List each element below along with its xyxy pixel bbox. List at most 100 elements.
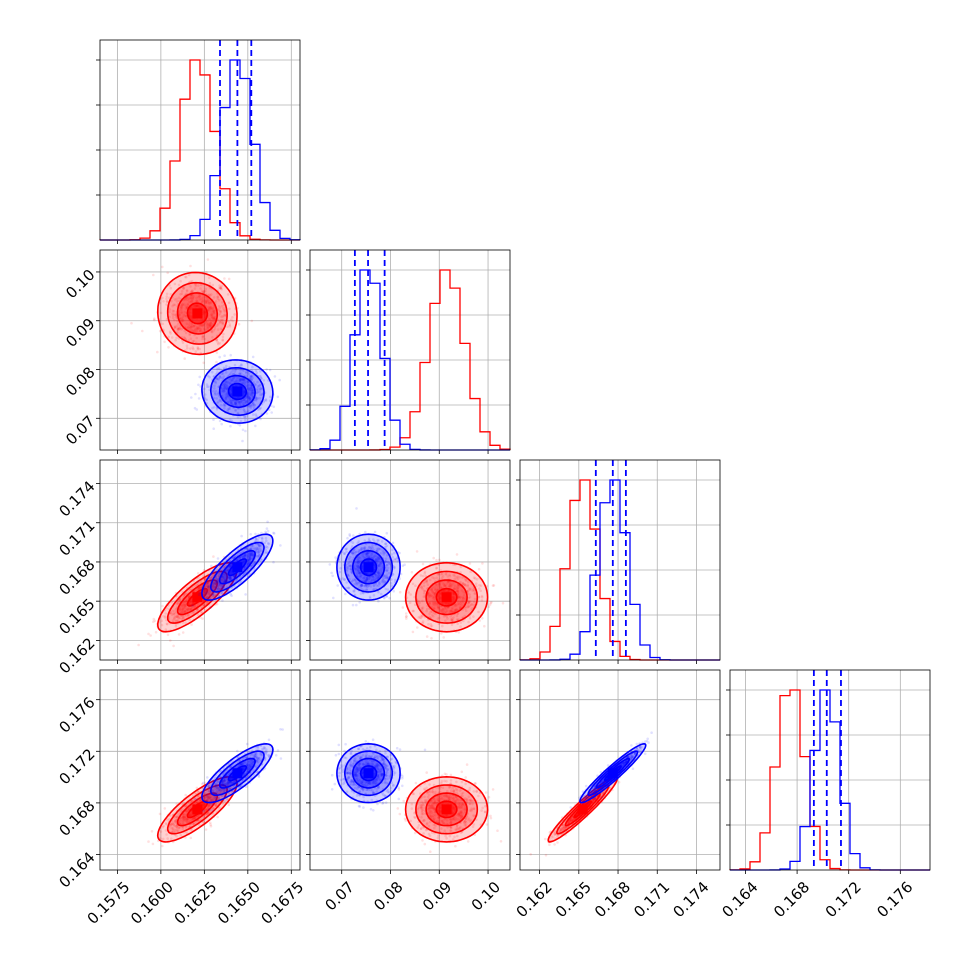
scatter-point — [209, 301, 213, 305]
scatter-point — [215, 580, 218, 584]
panel-frame — [309, 249, 511, 451]
scatter-point — [266, 546, 269, 549]
scatter-point — [167, 335, 170, 339]
scatter-point — [174, 338, 177, 342]
scatter-point — [205, 271, 208, 274]
scatter-point — [173, 282, 177, 286]
scatter-point — [477, 610, 480, 614]
scatter-point — [364, 585, 367, 588]
scatter-point — [219, 789, 222, 793]
scatter-point — [369, 585, 373, 588]
scatter-point — [208, 323, 212, 326]
scatter-point — [202, 289, 206, 293]
scatter-point — [211, 319, 215, 323]
scatter-point — [442, 609, 446, 612]
scatter-point — [210, 308, 213, 311]
scatter-point — [196, 348, 200, 351]
scatter-point — [353, 567, 357, 571]
scatter-point — [467, 596, 471, 600]
scatter-point — [234, 401, 238, 404]
scatter-point — [381, 578, 385, 582]
scatter-point — [254, 399, 258, 402]
scatter-point — [257, 544, 261, 548]
scatter-point — [168, 308, 172, 311]
scatter-point — [248, 388, 252, 392]
contour-1 — [210, 367, 265, 417]
density-peak — [441, 592, 452, 603]
scatter-point — [179, 293, 182, 296]
y-tick-label: 0.171 — [55, 517, 98, 560]
scatter-point — [212, 427, 215, 431]
scatter-point — [385, 544, 389, 548]
scatter-point — [219, 376, 222, 379]
scatter-point — [461, 576, 464, 579]
scatter-point — [242, 382, 245, 385]
scatter-point — [176, 602, 180, 605]
scatter-point — [248, 387, 252, 390]
scatter-point — [247, 558, 251, 562]
scatter-point — [441, 608, 445, 611]
scatter-point — [457, 631, 461, 634]
scatter-point — [176, 328, 180, 331]
panel-background — [100, 670, 300, 870]
scatter-point — [191, 290, 194, 293]
scatter-point — [225, 392, 229, 396]
scatter-point — [405, 617, 408, 620]
scatter-point — [250, 553, 253, 557]
scatter-point — [211, 593, 215, 596]
scatter-point — [250, 553, 253, 556]
scatter-point — [410, 570, 414, 574]
scatter-point — [252, 406, 256, 410]
scatter-point — [363, 547, 366, 550]
scatter-point — [345, 566, 349, 569]
scatter-point — [176, 615, 180, 619]
scatter-point — [179, 605, 183, 608]
scatter-point — [440, 609, 444, 612]
scatter-point — [420, 615, 424, 618]
scatter-point — [345, 550, 348, 554]
scatter-point — [264, 399, 268, 402]
scatter-point — [257, 554, 261, 557]
scatter-point — [208, 305, 212, 309]
scatter-point — [222, 375, 226, 378]
scatter-point — [377, 547, 380, 550]
scatter-point — [207, 592, 210, 595]
scatter-point — [392, 565, 396, 568]
scatter-point — [198, 295, 201, 298]
scatter-point — [439, 585, 442, 588]
scatter-point — [243, 409, 246, 412]
scatter-point — [220, 284, 224, 288]
scatter-point — [384, 559, 387, 563]
scatter-point — [180, 304, 184, 307]
scatter-point — [153, 318, 156, 322]
scatter-point — [201, 324, 204, 328]
scatter-point — [368, 595, 372, 599]
scatter-point — [347, 574, 351, 578]
scatter-point — [215, 324, 219, 327]
density-peak — [363, 562, 374, 573]
scatter-point — [441, 607, 445, 611]
scatter-point — [188, 333, 192, 337]
panel-background — [310, 460, 510, 660]
scatter-point — [218, 584, 222, 587]
scatter-point — [379, 592, 383, 596]
scatter-point — [182, 616, 185, 619]
scatter-point — [448, 585, 451, 588]
scatter-point — [456, 587, 460, 591]
scatter-point — [201, 617, 204, 620]
scatter-point — [473, 577, 477, 580]
scatter-point — [267, 542, 271, 546]
scatter-point — [208, 294, 212, 297]
scatter-point — [379, 547, 382, 551]
scatter-point — [248, 552, 251, 555]
scatter-point — [356, 563, 360, 567]
scatter-point — [184, 606, 187, 609]
scatter-point — [437, 606, 441, 610]
scatter-point — [234, 559, 238, 562]
scatter-point — [177, 299, 181, 303]
scatter-point — [241, 550, 244, 553]
scatter-point — [369, 547, 373, 550]
scatter-point — [254, 383, 257, 387]
scatter-point — [419, 574, 423, 577]
scatter-point — [203, 396, 207, 399]
